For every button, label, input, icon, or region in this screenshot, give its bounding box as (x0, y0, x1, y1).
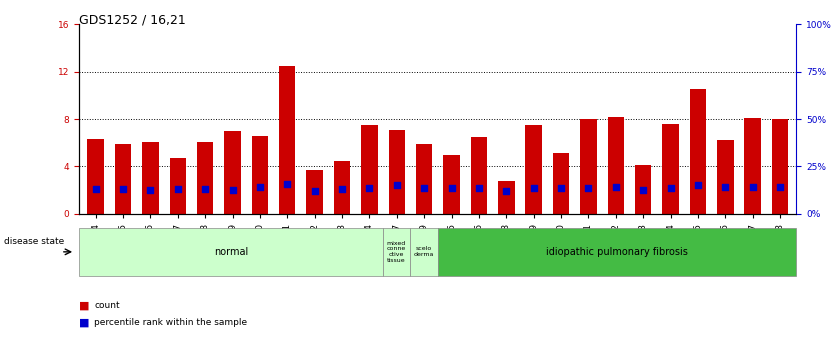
Point (198, 186, 212, 192)
Bar (115, 144, 131, 214)
Text: percentile rank within the sample: percentile rank within the sample (94, 318, 248, 327)
Point (691, 183, 705, 188)
Bar (498, 181, 515, 214)
Point (117, 186, 130, 191)
Text: ■: ■ (79, 300, 90, 310)
Bar (279, 66, 295, 214)
Bar (334, 160, 350, 214)
Bar (252, 136, 268, 214)
Point (527, 186, 540, 191)
Bar (389, 130, 405, 214)
Point (719, 185, 732, 190)
Point (582, 186, 595, 191)
Point (555, 186, 568, 191)
Point (390, 183, 404, 188)
Bar (608, 117, 624, 214)
Bar (553, 154, 570, 214)
Point (418, 185, 431, 190)
Text: normal: normal (214, 247, 248, 257)
Text: disease state: disease state (4, 237, 64, 246)
Point (636, 187, 650, 193)
Point (171, 186, 184, 192)
Bar (224, 131, 241, 214)
Point (226, 187, 239, 193)
Bar (197, 141, 214, 214)
Bar (88, 139, 104, 214)
Point (89, 186, 103, 191)
Point (143, 187, 157, 193)
Bar (717, 140, 734, 214)
Bar (580, 119, 596, 214)
Bar (361, 125, 378, 214)
Point (500, 189, 513, 194)
Point (335, 186, 349, 192)
Bar (306, 170, 323, 214)
Bar (525, 125, 542, 214)
Text: ■: ■ (79, 318, 90, 327)
Bar (745, 118, 761, 214)
Bar (771, 119, 788, 214)
Point (280, 181, 294, 187)
Text: idiopathic pulmonary fibrosis: idiopathic pulmonary fibrosis (546, 247, 688, 257)
Point (254, 185, 267, 190)
Point (445, 186, 458, 191)
Text: scelo
derma: scelo derma (414, 246, 435, 257)
Point (308, 188, 321, 193)
Bar (662, 124, 679, 214)
Bar (444, 155, 460, 214)
Point (773, 185, 786, 190)
Point (609, 185, 622, 190)
Point (664, 186, 677, 191)
Point (472, 186, 485, 191)
Bar (416, 144, 432, 214)
Bar (169, 158, 186, 214)
Bar (470, 137, 487, 214)
Text: GDS1252 / 16,21: GDS1252 / 16,21 (79, 14, 186, 27)
Bar (142, 141, 158, 214)
Text: count: count (94, 301, 120, 310)
Text: mixed
conne
ctive
tissue: mixed conne ctive tissue (387, 241, 406, 263)
Point (363, 186, 376, 191)
Bar (690, 89, 706, 214)
Bar (635, 165, 651, 214)
Point (746, 185, 759, 190)
